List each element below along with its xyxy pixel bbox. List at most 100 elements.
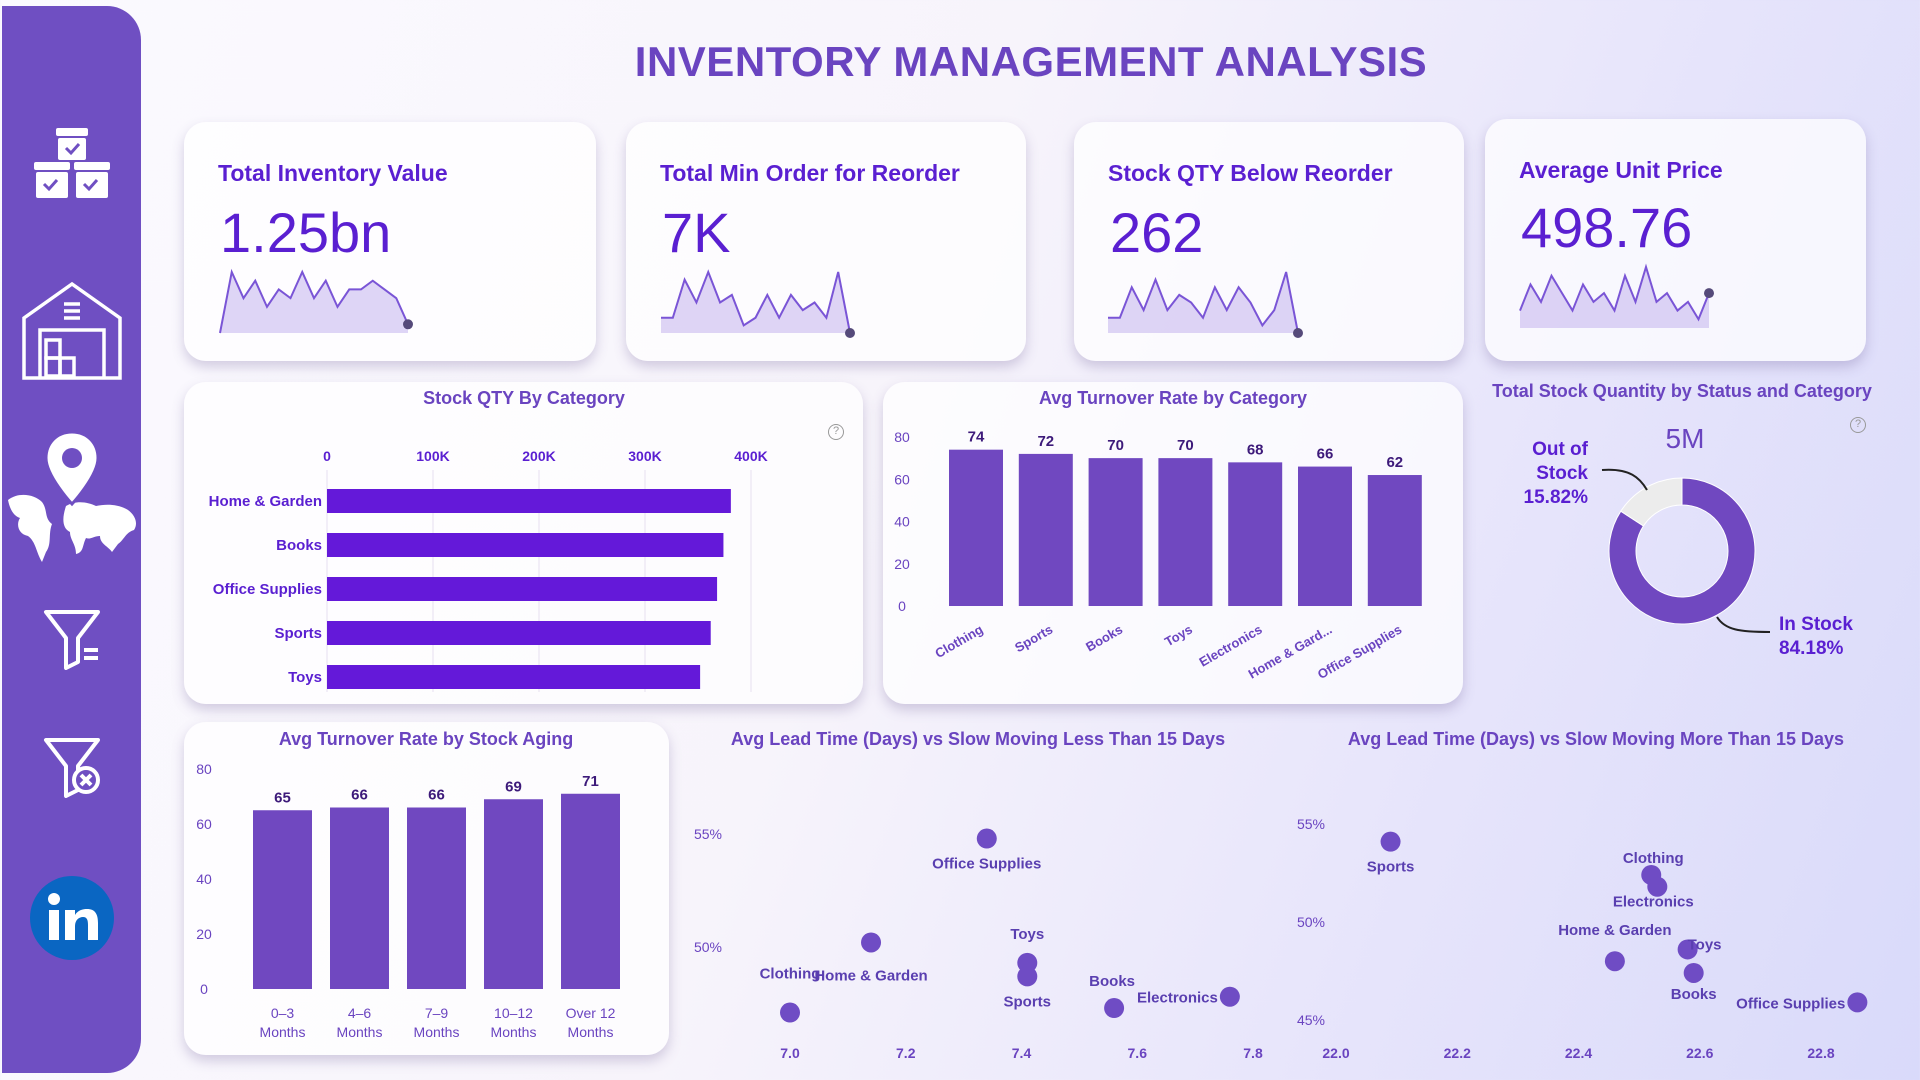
data-point[interactable] (1677, 939, 1698, 960)
category-label: Months (260, 1024, 306, 1040)
data-point[interactable] (1683, 962, 1704, 983)
donut-slice[interactable] (1620, 477, 1683, 527)
data-label: 68 (1247, 441, 1264, 458)
help-icon[interactable]: ? (828, 424, 844, 440)
x-tick-label: 400K (734, 448, 767, 464)
category-label: Office Supplies (213, 581, 322, 598)
data-point[interactable] (1219, 986, 1240, 1007)
boxes-checked-icon[interactable] (2, 126, 141, 210)
data-label: 72 (1037, 433, 1054, 450)
kpi-title: Total Min Order for Reorder (660, 160, 960, 186)
bar (327, 489, 731, 513)
data-point[interactable] (780, 1002, 800, 1023)
category-label: Months (414, 1024, 460, 1040)
y-tick-label: 0 (200, 981, 208, 997)
category-label: Sports (274, 625, 322, 642)
point-label: Home & Garden (814, 967, 927, 984)
x-tick-label: 7.4 (1012, 1045, 1032, 1061)
data-point[interactable] (1017, 966, 1038, 987)
sparkline-area (220, 272, 408, 333)
donut-slice[interactable] (1608, 477, 1756, 625)
chart-title: Total Stock Quantity by Status and Categ… (1492, 381, 1872, 401)
point-label: Office Supplies (1736, 995, 1845, 1012)
bar (327, 577, 718, 601)
sparkline-end-marker (1704, 288, 1714, 299)
x-tick-label: 22.4 (1565, 1045, 1592, 1061)
help-icon[interactable]: ? (1850, 417, 1866, 433)
chart-title: Avg Lead Time (Days) vs Slow Moving Less… (730, 729, 1226, 749)
y-tick-label: 55% (694, 826, 722, 842)
kpi-card-average-unit-price: Average Unit Price 498.76 (1485, 119, 1866, 361)
sparkline-area (661, 272, 850, 333)
chart-title: Avg Lead Time (Days) vs Slow Moving More… (1347, 729, 1845, 749)
kpi-card-total-inventory-value: Total Inventory Value 1.25bn (184, 122, 596, 361)
category-label: 10–12 (494, 1005, 533, 1021)
category-label: Over 12 (566, 1005, 616, 1021)
point-label: Office Supplies (932, 856, 1041, 873)
y-tick-label: 80 (196, 761, 212, 777)
point-label: Clothing (1623, 850, 1684, 867)
category-label: 0–3 (271, 1005, 295, 1021)
point-label: Books (1089, 973, 1135, 990)
sparkline-end-marker (845, 328, 855, 338)
point-label: Home & Garden (1558, 922, 1671, 939)
data-label: 62 (1386, 454, 1403, 471)
data-label: 74 (968, 429, 985, 446)
category-label: 4–6 (348, 1005, 372, 1021)
filter-icon[interactable] (2, 606, 141, 670)
sparkline-area (1108, 272, 1298, 333)
bar (561, 793, 620, 989)
bar (1018, 453, 1073, 606)
data-point[interactable] (1847, 992, 1868, 1013)
category-label: Books (276, 537, 322, 554)
bar (1298, 466, 1352, 606)
bar (327, 621, 711, 645)
y-tick-label: 50% (1297, 914, 1325, 930)
y-tick-label: 40 (196, 871, 212, 887)
data-label: 70 (1107, 437, 1124, 454)
y-tick-label: 20 (894, 556, 910, 572)
world-map-pin-icon[interactable] (2, 430, 141, 570)
data-point[interactable] (1647, 876, 1668, 897)
kpi-card-total-min-order: Total Min Order for Reorder 7K (626, 122, 1026, 361)
point-label: Clothing (760, 966, 821, 983)
x-tick-label: 22.8 (1807, 1045, 1834, 1061)
data-point[interactable] (976, 828, 997, 849)
y-tick-label: 0 (898, 598, 906, 614)
category-label: Clothing (932, 622, 985, 661)
x-tick-label: 22.0 (1322, 1045, 1349, 1061)
point-label: Sports (1367, 859, 1415, 876)
bar (1158, 458, 1213, 606)
category-label: Home & Garden (209, 493, 322, 510)
sparkline-end-marker (403, 319, 413, 330)
bar (484, 799, 543, 989)
leader-line (1716, 616, 1771, 633)
page-title: INVENTORY MANAGEMENT ANALYSIS (634, 38, 1428, 85)
kpi-title: Average Unit Price (1519, 157, 1723, 183)
sparkline-line (1108, 271, 1299, 334)
kpi-title: Stock QTY Below Reorder (1108, 160, 1393, 186)
x-tick-label: 200K (522, 448, 555, 464)
data-point[interactable] (861, 932, 882, 953)
data-point[interactable] (1604, 951, 1625, 972)
y-tick-label: 20 (196, 926, 212, 942)
category-label: Toys (1162, 622, 1195, 650)
y-tick-label: 50% (694, 939, 722, 955)
kpi-value: 1.25bn (220, 201, 392, 264)
data-point[interactable] (1104, 998, 1125, 1019)
category-label: Toys (288, 669, 322, 686)
category-label: Months (337, 1024, 383, 1040)
point-label: Sports (1004, 993, 1052, 1010)
data-point[interactable] (1380, 831, 1401, 852)
donut-total-label: 5M (1666, 423, 1705, 454)
data-label: 69 (505, 778, 522, 795)
linkedin-icon[interactable] (2, 876, 141, 960)
point-label: Toys (1010, 926, 1044, 943)
data-label: 70 (1177, 437, 1194, 454)
warehouse-icon[interactable] (2, 278, 141, 382)
point-label: Electronics (1613, 894, 1694, 911)
x-tick-label: 7.0 (780, 1045, 800, 1061)
clear-filter-icon[interactable] (2, 734, 141, 798)
category-label: Months (568, 1024, 614, 1040)
